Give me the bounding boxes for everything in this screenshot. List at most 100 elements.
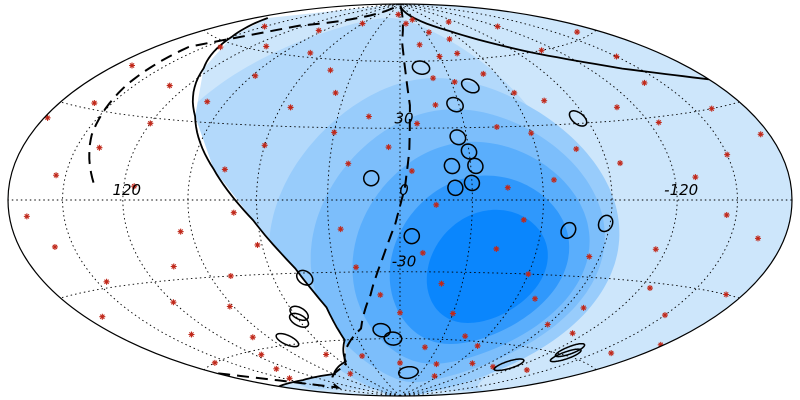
field-of-view-limit-east: [399, 5, 710, 81]
event-marker: [129, 62, 136, 69]
event-marker: [204, 98, 211, 105]
event-marker: [425, 29, 432, 36]
event-marker: [217, 44, 224, 51]
event-marker: [315, 27, 322, 34]
event-marker: [445, 18, 452, 25]
event-marker: [613, 53, 620, 60]
event-marker: [385, 144, 392, 151]
event-marker: [359, 20, 366, 27]
event-marker: [493, 123, 500, 130]
event-marker: [469, 360, 476, 367]
circled-event: [447, 179, 464, 197]
event-marker: [708, 105, 715, 112]
event-marker: [331, 129, 338, 136]
event-marker: [430, 75, 437, 82]
event-marker: [261, 23, 268, 30]
circled-event: [289, 305, 309, 322]
event-marker: [416, 41, 423, 48]
circled-event: [443, 157, 461, 175]
event-marker: [520, 216, 527, 223]
event-marker: [569, 330, 576, 337]
event-marker: [432, 101, 439, 108]
boundary-lines: [88, 4, 710, 389]
event-marker: [652, 246, 659, 253]
event-marker: [641, 79, 648, 86]
event-marker: [131, 183, 138, 190]
event-marker: [723, 291, 730, 298]
event-marker: [395, 11, 402, 18]
event-marker: [617, 160, 624, 167]
event-marker: [51, 243, 58, 250]
sky-outline: [7, 3, 793, 397]
tick-label: 0: [399, 181, 409, 199]
event-marker: [254, 241, 261, 248]
event-marker: [646, 285, 653, 292]
event-marker: [258, 351, 265, 358]
event-marker: [99, 313, 106, 320]
event-marker: [661, 312, 668, 319]
event-marker: [211, 359, 218, 366]
event-marker: [574, 29, 581, 36]
unexposed-region: [8, 4, 400, 387]
event-marker: [692, 174, 699, 181]
event-marker: [353, 264, 360, 271]
event-marker: [53, 172, 60, 179]
circled-event: [560, 221, 577, 240]
circled-event: [295, 269, 314, 286]
event-markers: [23, 11, 764, 382]
event-marker: [409, 16, 416, 23]
event-marker: [226, 303, 233, 310]
event-marker: [528, 130, 535, 137]
event-marker: [494, 23, 501, 30]
event-marker: [347, 370, 354, 377]
event-marker: [188, 331, 195, 338]
event-marker: [544, 321, 551, 328]
event-marker: [397, 359, 403, 366]
event-marker: [91, 100, 98, 107]
event-marker: [538, 47, 545, 54]
event-marker: [402, 20, 409, 27]
coordinate-grid: [8, 4, 792, 396]
event-marker: [462, 333, 469, 340]
event-marker: [433, 361, 440, 368]
event-marker: [608, 350, 615, 357]
event-marker: [446, 36, 453, 43]
event-marker: [414, 120, 421, 127]
event-marker: [532, 295, 539, 302]
circled-event: [463, 174, 481, 192]
event-marker: [433, 201, 440, 208]
event-marker: [170, 263, 177, 270]
event-marker: [23, 213, 30, 220]
event-marker: [438, 280, 445, 287]
event-marker: [249, 334, 256, 341]
circled-event: [446, 96, 464, 113]
event-marker: [454, 50, 461, 57]
circled-event: [397, 365, 419, 380]
tick-labels: 30 0 -30 120 -120: [112, 109, 698, 270]
circled-event: [460, 78, 480, 94]
tick-label: 120: [112, 181, 141, 199]
event-marker: [573, 146, 580, 153]
circled-event: [372, 322, 391, 338]
event-marker: [230, 209, 237, 216]
event-marker: [103, 278, 110, 285]
tick-label: -30: [392, 253, 417, 271]
event-marker: [550, 176, 557, 183]
circled-event: [568, 110, 588, 127]
event-marker: [170, 299, 177, 306]
event-marker: [541, 97, 548, 104]
circled-event: [403, 227, 421, 245]
circled-event: [460, 143, 478, 160]
exposure-contour-6: [426, 209, 548, 323]
event-marker: [408, 168, 415, 175]
event-marker: [332, 89, 339, 96]
event-marker: [147, 120, 154, 127]
circled-event: [288, 312, 310, 328]
meridian-line: [256, 4, 401, 396]
circled-event: [411, 60, 431, 75]
event-marker: [655, 119, 662, 126]
circled-event: [549, 348, 582, 363]
circled-events: [275, 60, 614, 380]
circled-event: [597, 214, 614, 233]
